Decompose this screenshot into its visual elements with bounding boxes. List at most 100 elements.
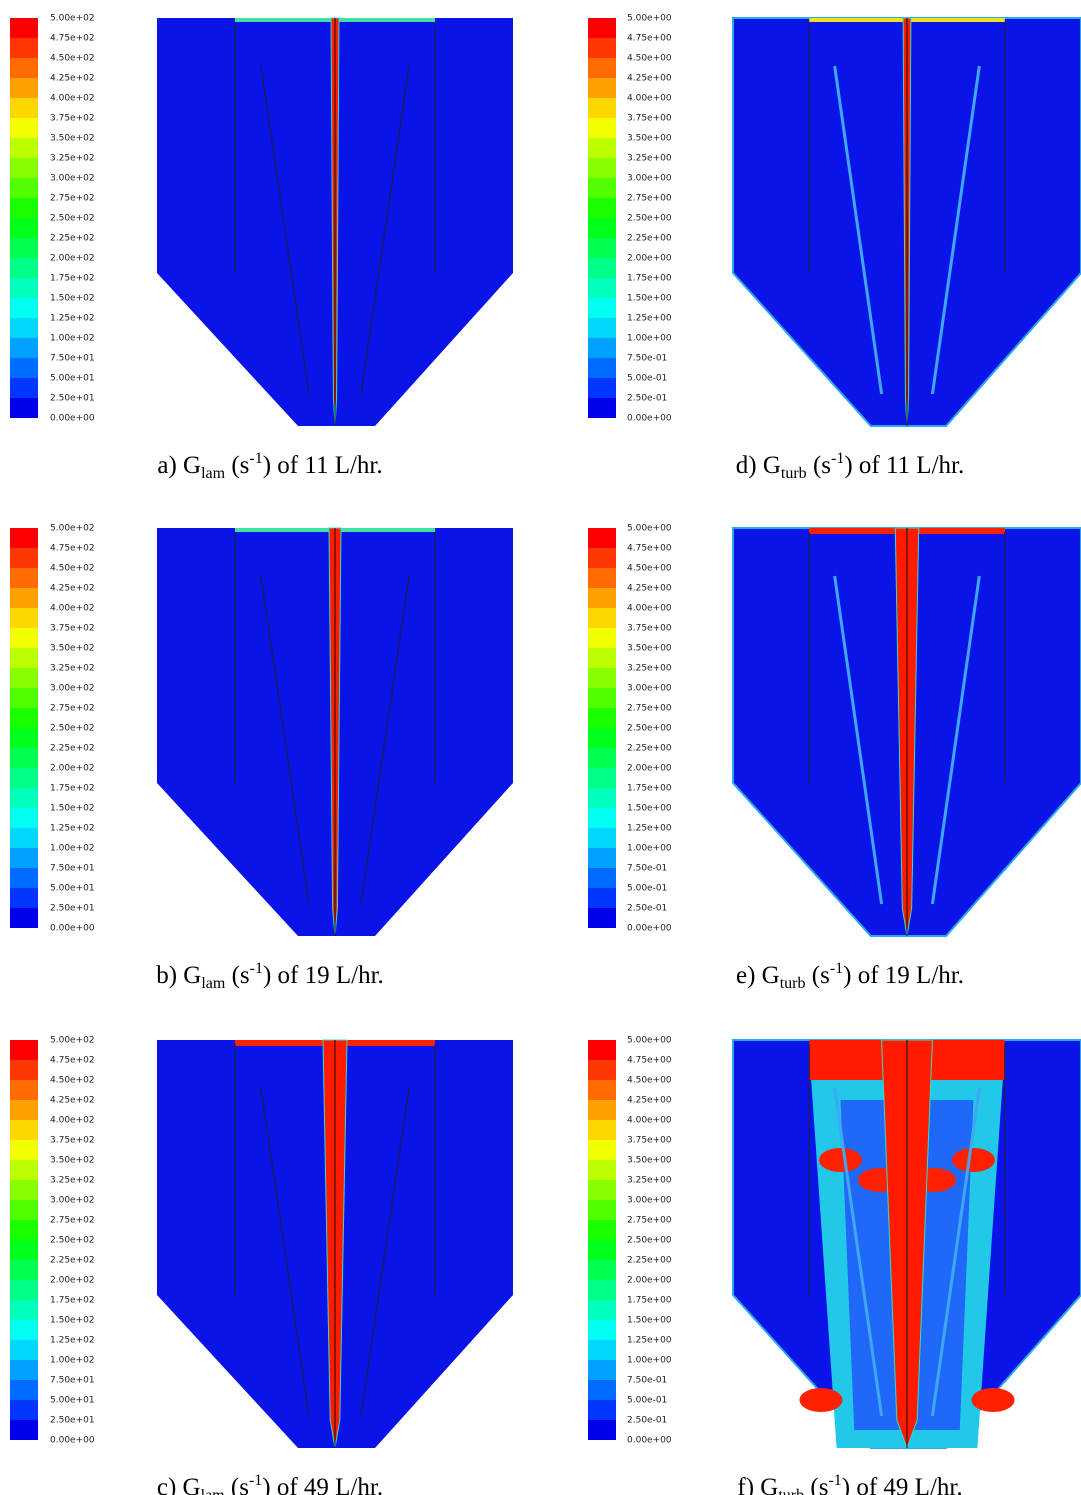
colorbar-label: 3.50e+02 (50, 134, 95, 144)
colorbar-swatch (588, 868, 616, 888)
colorbar-swatch (588, 298, 616, 318)
caption-subscript: turb (778, 1487, 804, 1495)
colorbar-swatch (10, 1080, 38, 1100)
colorbar-label: 4.25e+00 (627, 74, 672, 84)
colorbar-label: 2.75e+02 (50, 194, 95, 204)
colorbar-swatch (10, 1200, 38, 1220)
colorbar-swatch (588, 588, 616, 608)
baffle (360, 65, 410, 395)
baffle (930, 65, 981, 395)
colorbar-swatch (10, 218, 38, 238)
colorbar-swatch (10, 398, 38, 418)
colorbar-label: 1.25e+00 (627, 824, 672, 834)
colorbar-swatch (10, 78, 38, 98)
colorbar-label: 2.50e+00 (627, 1236, 672, 1246)
colorbar-swatch (588, 808, 616, 828)
colorbar-swatch (588, 238, 616, 258)
colorbar-swatch (588, 1140, 616, 1160)
colorbar-label: 0.00e+00 (50, 414, 95, 424)
colorbar-label: 2.75e+00 (627, 194, 672, 204)
colorbar-swatch (588, 888, 616, 908)
colorbar-label: 2.25e+00 (627, 234, 672, 244)
colorbar-swatch (10, 648, 38, 668)
colorbar-label: 1.00e+02 (50, 334, 95, 344)
caption-subscript: turb (780, 975, 806, 992)
colorbar-swatch (588, 198, 616, 218)
colorbar-swatch (10, 668, 38, 688)
hot-zone (819, 1148, 863, 1172)
colorbar-swatch (10, 708, 38, 728)
baffle (260, 65, 310, 395)
colorbar-swatch (588, 58, 616, 78)
colorbar-label: 5.00e+02 (50, 14, 95, 24)
colorbar-swatch (10, 1120, 38, 1140)
colorbar-label: 1.00e+02 (50, 844, 95, 854)
colorbar-label: 3.50e+00 (627, 134, 672, 144)
caption-text: c) G (157, 1474, 201, 1495)
colorbar-label: 0.00e+00 (50, 1436, 95, 1446)
colorbar-label: 4.50e+00 (627, 1076, 672, 1086)
colorbar-label: 2.50e+00 (627, 214, 672, 224)
baffle (360, 1087, 410, 1417)
caption-superscript: -1 (249, 450, 262, 467)
colorbar-swatch (10, 98, 38, 118)
colorbar-label: 1.50e+00 (627, 804, 672, 814)
caption: e) Gturb (s-1) of 19 L/hr. (736, 960, 964, 992)
colorbar-swatch (10, 848, 38, 868)
colorbar-label: 2.00e+02 (50, 764, 95, 774)
caption-text: (s (804, 1474, 828, 1495)
colorbar-swatch (10, 908, 38, 928)
colorbar-swatch (588, 788, 616, 808)
colorbar-swatch (10, 1100, 38, 1120)
colorbar-swatch (10, 58, 38, 78)
colorbar-label: 3.25e+00 (627, 1176, 672, 1186)
colorbar-swatch (10, 788, 38, 808)
colorbar-label: 5.00e+02 (50, 524, 95, 534)
colorbar-label: 3.50e+02 (50, 644, 95, 654)
caption-text: (s (806, 962, 830, 989)
colorbar-label: 0.00e+00 (627, 414, 672, 424)
colorbar-swatch (10, 138, 38, 158)
caption: d) Gturb (s-1) of 11 L/hr. (736, 450, 964, 482)
caption-text: (s (225, 962, 249, 989)
colorbar-swatch (10, 1240, 38, 1260)
colorbar-label: 2.75e+00 (627, 1216, 672, 1226)
colorbar-swatch (588, 78, 616, 98)
caption-text: f) G (737, 1474, 778, 1495)
colorbar-swatch (10, 1140, 38, 1160)
contour-plot (732, 17, 1081, 427)
colorbar-label: 4.75e+02 (50, 1056, 95, 1066)
caption-superscript: -1 (831, 450, 844, 467)
caption-subscript: turb (781, 465, 807, 482)
colorbar-label: 4.50e+02 (50, 564, 95, 574)
colorbar-swatch (10, 158, 38, 178)
colorbar-swatch (10, 588, 38, 608)
colorbar-swatch (588, 1060, 616, 1080)
colorbar-label: 1.25e+00 (627, 314, 672, 324)
colorbar-swatch (588, 728, 616, 748)
colorbar-label: 2.75e+02 (50, 704, 95, 714)
colorbar-swatch (10, 608, 38, 628)
baffle (260, 575, 310, 905)
colorbar-label: 1.50e+02 (50, 294, 95, 304)
colorbar-label: 3.50e+00 (627, 644, 672, 654)
caption-superscript: -1 (249, 1472, 262, 1489)
panel: 5.00e+02 4.75e+02 4.50e+02 4.25e+02 4.00e+02… (10, 524, 513, 992)
colorbar-label: 3.00e+00 (627, 174, 672, 184)
colorbar-label: 5.00e+00 (627, 524, 672, 534)
colorbar-label: 2.25e+00 (627, 1256, 672, 1266)
colorbar-swatch (10, 1040, 38, 1060)
colorbar-swatch (588, 1400, 616, 1420)
colorbar-label: 4.25e+02 (50, 1096, 95, 1106)
colorbar-swatch (588, 118, 616, 138)
colorbar-swatch (588, 138, 616, 158)
colorbar-swatch (10, 18, 38, 38)
colorbar-label: 3.75e+02 (50, 114, 95, 124)
colorbar-swatch (588, 1040, 616, 1060)
colorbar-swatch (588, 1380, 616, 1400)
colorbar-swatch (10, 178, 38, 198)
colorbar-label: 4.50e+00 (627, 54, 672, 64)
colorbar-swatch (10, 118, 38, 138)
baffle (260, 1087, 310, 1417)
colorbar-label: 4.75e+00 (627, 544, 672, 554)
